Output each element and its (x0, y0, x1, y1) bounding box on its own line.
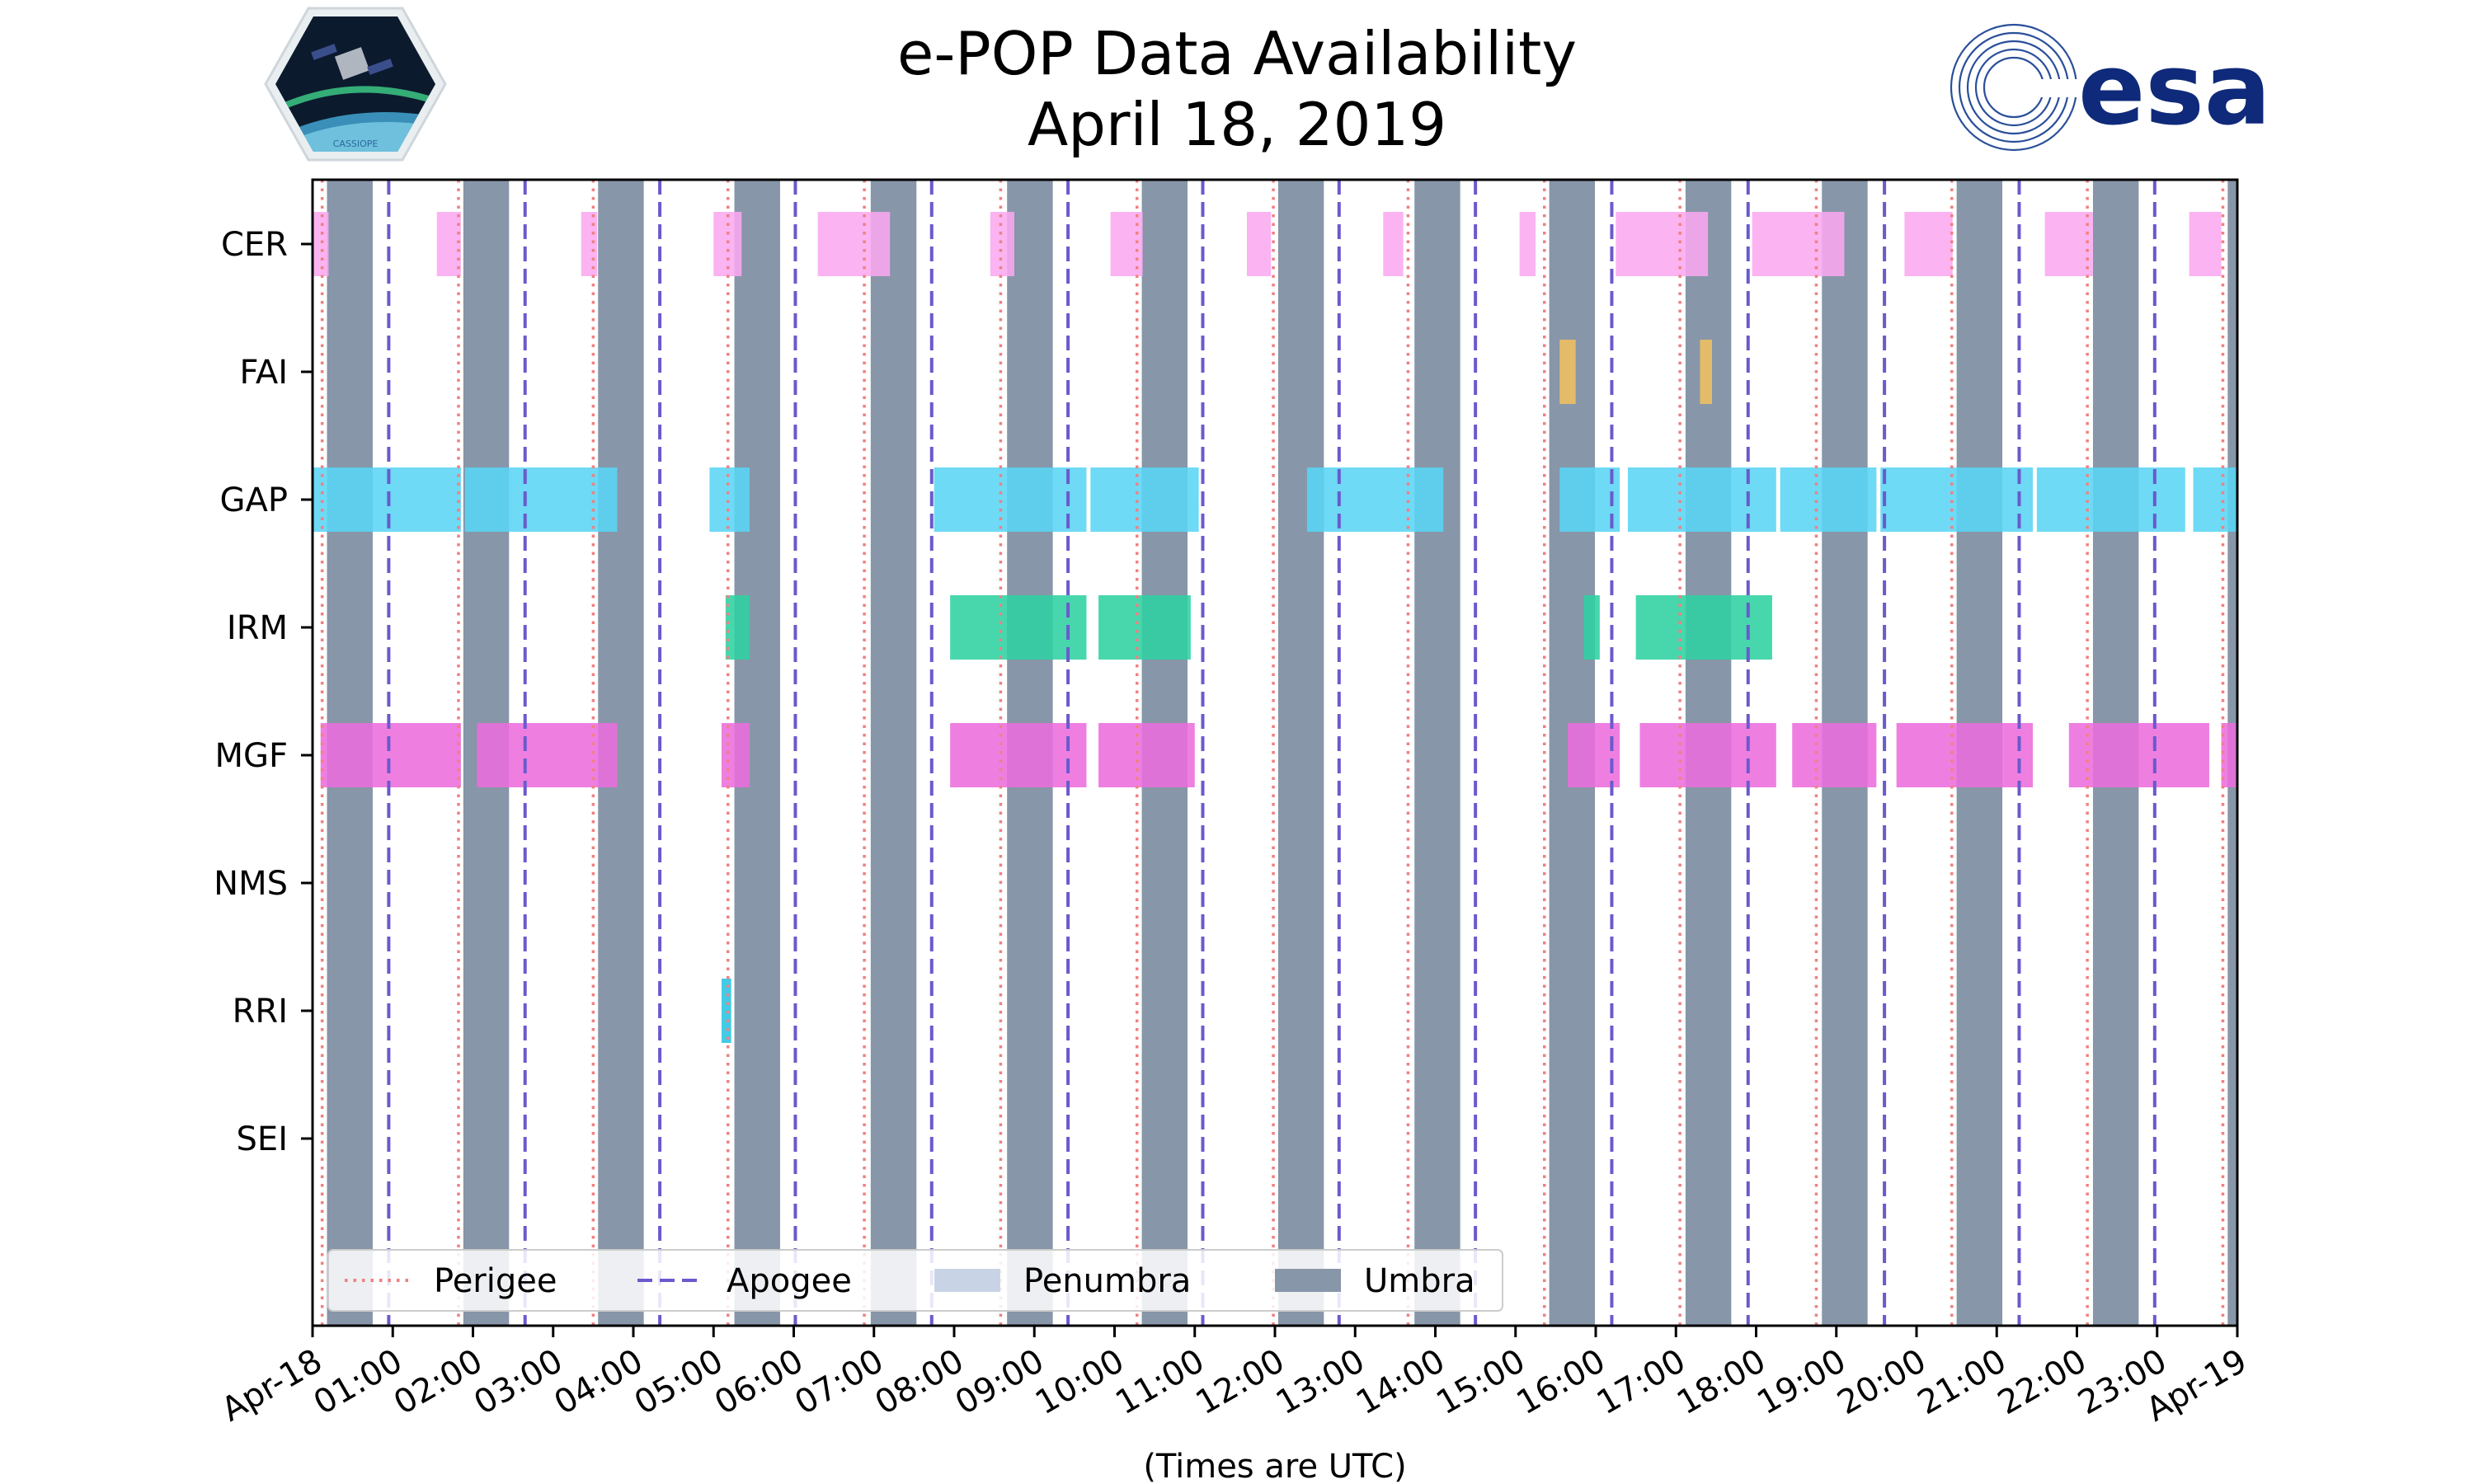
availability-bar-gap (934, 467, 1087, 532)
y-tick-label-sei: SEI (237, 1120, 288, 1158)
availability-bar-mgf (477, 723, 618, 787)
x-tick-label: 14:00 (1350, 1342, 1451, 1422)
legend-label-umbra: Umbra (1364, 1262, 1475, 1300)
availability-bar-gap (2036, 467, 2185, 532)
availability-bar-mgf (1098, 723, 1195, 787)
availability-bar-cer (817, 212, 891, 276)
cassiope-logo-text: CASSIOPE (333, 139, 379, 149)
x-tick-label: 06:00 (708, 1342, 810, 1422)
availability-bar-mgf (721, 723, 750, 787)
y-tick-label-mgf: MGF (214, 737, 288, 775)
x-tick-label: 07:00 (788, 1342, 890, 1422)
esa-logo-text: esa (2078, 33, 2271, 148)
legend-label-apogee: Apogee (727, 1262, 852, 1300)
availability-bar-cer (713, 212, 742, 276)
title-line-1: e-POP Data Availability (897, 19, 1577, 88)
legend-label-penumbra: Penumbra (1023, 1262, 1191, 1300)
y-tick-label-rri: RRI (233, 993, 288, 1031)
availability-bar-cer (990, 212, 1014, 276)
availability-bar-mgf (1567, 723, 1620, 787)
x-tick-label: 08:00 (869, 1342, 971, 1422)
x-tick-label: 16:00 (1511, 1342, 1612, 1422)
availability-bar-gap (709, 467, 750, 532)
x-tick-label: 20:00 (1832, 1342, 1933, 1422)
y-tick-label-cer: CER (221, 226, 288, 264)
x-tick-label: 03:00 (468, 1342, 569, 1422)
availability-bar-cer (1110, 212, 1143, 276)
y-tick-label-gap: GAP (220, 481, 288, 519)
availability-bar-gap (1627, 467, 1776, 532)
availability-bar-rri (721, 979, 731, 1043)
availability-bar-gap (1306, 467, 1444, 532)
availability-bar-cer (1752, 212, 1845, 276)
availability-bar-fai (1559, 340, 1576, 404)
availability-bar-cer (581, 212, 598, 276)
y-tick-label-fai: FAI (240, 354, 289, 392)
availability-bar-mgf (2068, 723, 2209, 787)
availability-bar-cer (2189, 212, 2222, 276)
availability-bar-cer (1904, 212, 1953, 276)
legend: Perigee Apogee Penumbra Umbra (327, 1249, 1503, 1312)
availability-bar-mgf (950, 723, 1087, 787)
availability-bar-gap (1780, 467, 1877, 532)
availability-bar-mgf (2221, 723, 2237, 787)
availability-bar-irm (1635, 595, 1772, 660)
availability-bar-mgf (1896, 723, 2034, 787)
esa-logo: esa (1950, 23, 2271, 152)
x-tick-label: 01:00 (308, 1342, 409, 1422)
title-line-2: April 18, 2019 (1027, 90, 1447, 159)
availability-bar-cer (1616, 212, 1709, 276)
x-tick-label: 18:00 (1671, 1342, 1772, 1422)
x-tick-label: 21:00 (1912, 1342, 2013, 1422)
cassiope-logo: CASSIOPE (264, 7, 447, 162)
availability-bar-gap (313, 467, 461, 532)
availability-bar-gap (464, 467, 618, 532)
x-tick-label: 15:00 (1430, 1342, 1531, 1422)
availability-bar-gap (1880, 467, 2034, 532)
x-tick-label: 22:00 (1992, 1342, 2093, 1422)
availability-bar-cer (436, 212, 461, 276)
availability-bar-gap (1090, 467, 1199, 532)
legend-box (327, 1249, 1503, 1312)
availability-bar-mgf (1792, 723, 1877, 787)
umbra-band (1414, 180, 1460, 1326)
x-tick-label: 12:00 (1190, 1342, 1291, 1422)
availability-bar-irm (1098, 595, 1191, 660)
x-axis-label: (Times are UTC) (1143, 1448, 1406, 1484)
availability-bar-cer (1383, 212, 1404, 276)
availability-bar-cer (313, 212, 329, 276)
x-tick-label: 19:00 (1751, 1342, 1852, 1422)
availability-bar-cer (1246, 212, 1272, 276)
x-tick-label: Apr-18 (215, 1342, 328, 1430)
x-tick-label: 04:00 (548, 1342, 650, 1422)
availability-bar-irm (950, 595, 1087, 660)
umbra-band (1277, 180, 1324, 1326)
x-tick-label: 17:00 (1591, 1342, 1692, 1422)
x-tick-label: 10:00 (1029, 1342, 1131, 1422)
y-tick-label-nms: NMS (214, 865, 288, 903)
legend-umbra-swatch (1275, 1269, 1341, 1292)
x-tick-label: 09:00 (949, 1342, 1051, 1422)
availability-bar-mgf (320, 723, 461, 787)
availability-bar-irm (1583, 595, 1600, 660)
availability-bar-cer (2044, 212, 2093, 276)
legend-label-perigee: Perigee (434, 1262, 557, 1300)
availability-bar-gap (2193, 467, 2237, 532)
chart-title: e-POP Data Availability April 18, 2019 (0, 18, 2474, 160)
y-tick-label-irm: IRM (227, 609, 288, 647)
availability-bar-cer (1519, 212, 1536, 276)
x-tick-label: 02:00 (388, 1342, 489, 1422)
x-tick-label: 11:00 (1109, 1342, 1211, 1422)
x-tick-label: 05:00 (628, 1342, 730, 1422)
legend-penumbra-swatch (934, 1269, 1000, 1292)
availability-bar-irm (725, 595, 750, 660)
availability-bar-mgf (1639, 723, 1776, 787)
availability-bar-fai (1700, 340, 1713, 404)
umbra-band (870, 180, 917, 1326)
availability-bar-gap (1559, 467, 1620, 532)
x-tick-label: 13:00 (1270, 1342, 1371, 1422)
